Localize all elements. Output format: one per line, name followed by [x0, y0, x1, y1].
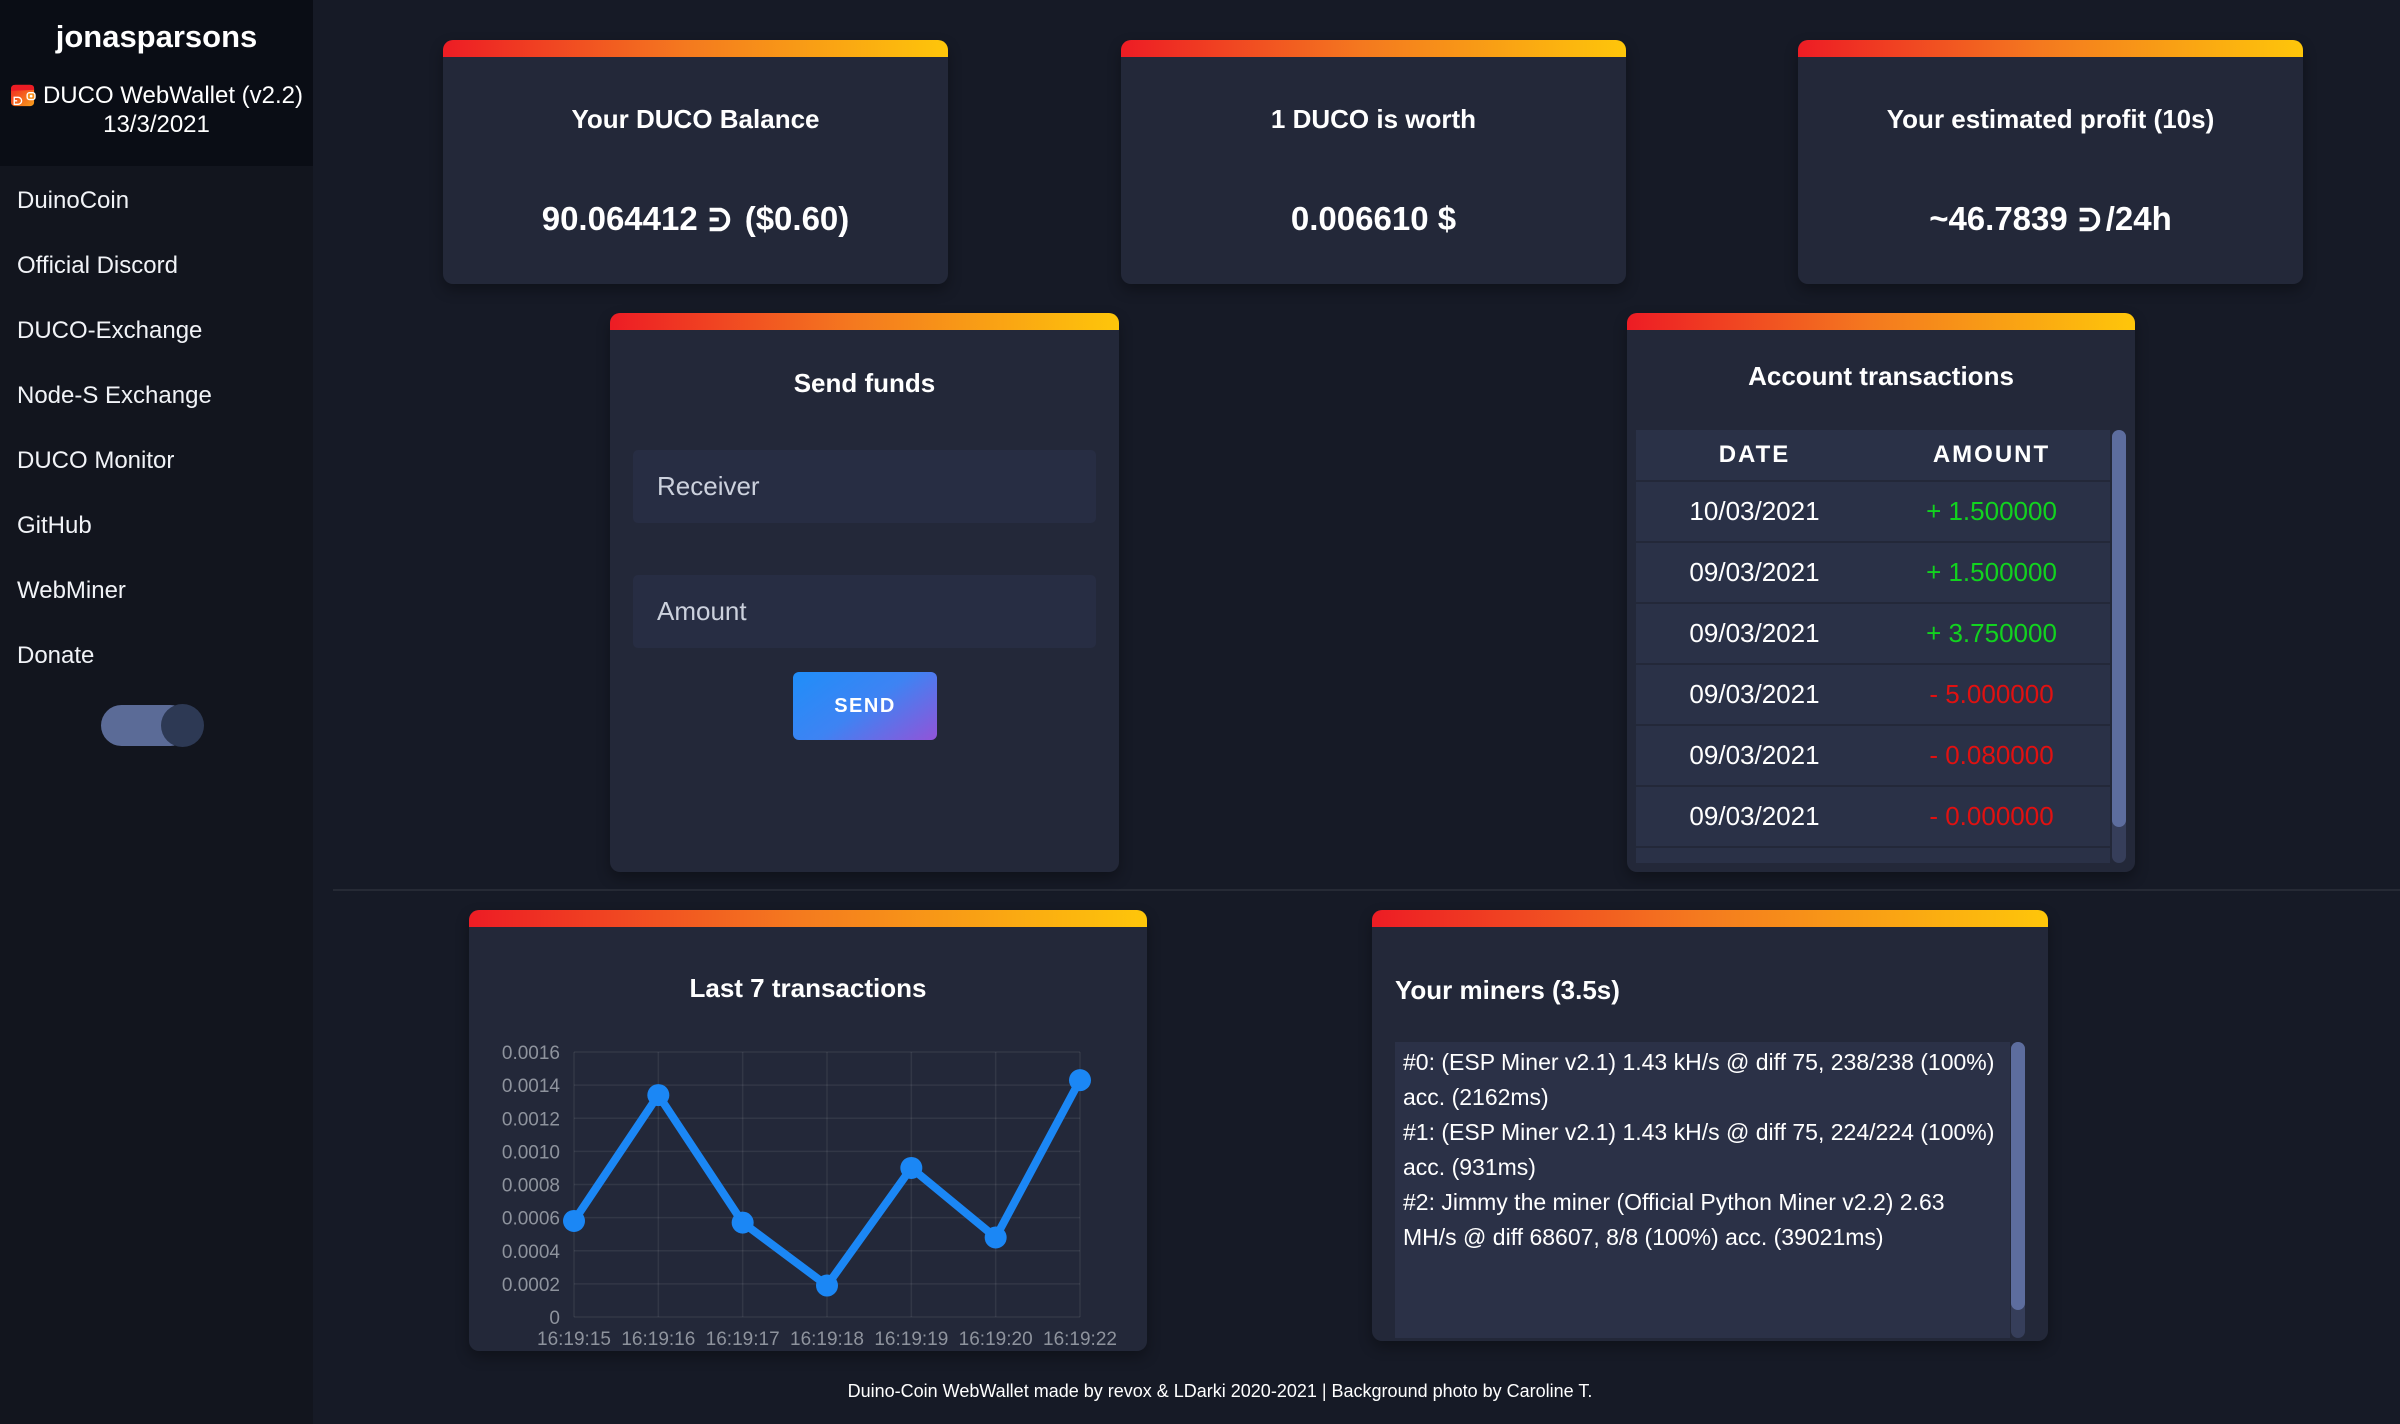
- profit-card-title: Your estimated profit (10s): [1886, 104, 2215, 134]
- transaction-date: 09/03/2021: [1689, 679, 1820, 709]
- username: jonasparsons: [55, 19, 258, 54]
- miner-line: #1: (ESP Miner v2.1) 1.43 kH/s @ diff 75…: [1403, 1119, 1995, 1180]
- sidebar-item[interactable]: DUCO Monitor: [17, 446, 175, 474]
- column-header-amount: AMOUNT: [1932, 441, 2051, 468]
- sidebar: jonasparsons DUC: [0, 0, 313, 1424]
- svg-text:0.0010: 0.0010: [502, 1142, 560, 1163]
- transaction-date: 09/03/2021: [1689, 740, 1820, 770]
- app-date: 13/3/2021: [103, 111, 210, 138]
- card-gradient-bar: [1627, 313, 2135, 330]
- sidebar-item[interactable]: GitHub: [17, 511, 92, 539]
- card-gradient-bar: [1121, 40, 1626, 57]
- sidebar-item[interactable]: Official Discord: [17, 251, 178, 279]
- sidebar-item[interactable]: WebMiner: [17, 576, 126, 604]
- duco-symbol-icon: [2079, 207, 2101, 232]
- transaction-amount: + 1.500000: [1926, 557, 2057, 587]
- transaction-date: 09/03/2021: [1689, 557, 1820, 587]
- sidebar-item[interactable]: DUCO-Exchange: [17, 316, 203, 344]
- sidebar-item[interactable]: Node-S Exchange: [17, 381, 212, 409]
- transaction-amount: + 1.500000: [1926, 496, 2057, 526]
- transaction-row: 09/03/2021 - 0.000000: [1636, 787, 2110, 848]
- svg-text:16:19:22: 16:19:22: [1043, 1329, 1117, 1350]
- transactions-scrollbar[interactable]: [2112, 430, 2126, 863]
- amount-input[interactable]: [633, 575, 1096, 648]
- chart-card: Last 7 transactions 0 0.0002 0.0004 0.0006 0…: [469, 910, 1147, 1351]
- svg-text:0.0016: 0.0016: [502, 1043, 560, 1064]
- send-funds-card: Send funds SEND: [610, 313, 1119, 872]
- dark-mode-toggle[interactable]: [101, 704, 204, 747]
- transaction-row: 09/03/2021 - 0.080000: [1636, 726, 2110, 787]
- transaction-date: 10/03/2021: [1689, 496, 1820, 526]
- svg-text:0.0008: 0.0008: [502, 1176, 560, 1197]
- svg-text:0: 0: [549, 1308, 560, 1329]
- transactions-table: DATE AMOUNT 10/03/2021 + 1.500000 09/03/…: [1636, 430, 2110, 863]
- wallet-icon: [10, 83, 36, 107]
- balance-value: 90.064412 ($0.60): [541, 200, 850, 237]
- section-separator: [333, 889, 2400, 891]
- profit-card: Your estimated profit (10s) ~46.7839/24h: [1798, 40, 2303, 284]
- svg-text:16:19:20: 16:19:20: [959, 1329, 1033, 1350]
- app-brand: DUCO WebWallet (v2.2) 13/3/2021: [0, 81, 313, 139]
- transaction-date: 09/03/2021: [1689, 801, 1820, 831]
- miners-scrollbar[interactable]: [2011, 1042, 2025, 1338]
- transactions-card: Account transactions DATE AMOUNT 10/03/2…: [1627, 313, 2135, 872]
- sidebar-header: jonasparsons DUC: [0, 0, 313, 166]
- transaction-row: 10/03/2021 + 1.500000: [1636, 482, 2110, 543]
- svg-text:0.0002: 0.0002: [502, 1275, 560, 1296]
- transactions-table-body: 10/03/2021 + 1.500000 09/03/2021 + 1.500…: [1636, 482, 2110, 848]
- receiver-input[interactable]: [633, 450, 1096, 523]
- card-gradient-bar: [1372, 910, 2048, 927]
- miners-card: Your miners (3.5s) #0: (ESP Miner v2.1) …: [1372, 910, 2048, 1341]
- transaction-amount: + 3.750000: [1926, 618, 2057, 648]
- svg-text:16:19:17: 16:19:17: [706, 1329, 780, 1350]
- svg-text:0.0012: 0.0012: [502, 1109, 560, 1130]
- price-value: 0.006610 $: [1290, 200, 1457, 237]
- svg-text:16:19:15: 16:19:15: [537, 1329, 611, 1350]
- card-gradient-bar: [1798, 40, 2303, 57]
- miners-scrollbar-thumb[interactable]: [2011, 1042, 2025, 1310]
- profit-value: ~46.7839/24h: [1929, 200, 2172, 237]
- svg-text:16:19:18: 16:19:18: [790, 1329, 864, 1350]
- send-button[interactable]: SEND: [793, 672, 937, 740]
- miner-line: #0: (ESP Miner v2.1) 1.43 kH/s @ diff 75…: [1403, 1049, 1995, 1110]
- miners-wrap: #0: (ESP Miner v2.1) 1.43 kH/s @ diff 75…: [1395, 1042, 2025, 1338]
- duco-symbol-icon: [709, 207, 730, 232]
- transaction-row: 09/03/2021 + 3.750000: [1636, 604, 2110, 665]
- transaction-amount: - 0.080000: [1929, 740, 2054, 770]
- transaction-amount: - 0.000000: [1929, 801, 2054, 831]
- balance-card-title: Your DUCO Balance: [571, 104, 820, 134]
- app-title: DUCO WebWallet (v2.2): [42, 82, 304, 109]
- toggle-knob: [161, 704, 204, 747]
- sidebar-item[interactable]: Donate: [17, 641, 95, 669]
- svg-text:0.0004: 0.0004: [502, 1242, 561, 1263]
- transactions-scrollbar-thumb[interactable]: [2112, 430, 2126, 827]
- svg-text:16:19:19: 16:19:19: [874, 1329, 948, 1350]
- miners-log: #0: (ESP Miner v2.1) 1.43 kH/s @ diff 75…: [1395, 1042, 2010, 1338]
- transaction-row: 09/03/2021 - 5.000000: [1636, 665, 2110, 726]
- transactions-table-wrap: DATE AMOUNT 10/03/2021 + 1.500000 09/03/…: [1636, 430, 2126, 863]
- card-gradient-bar: [610, 313, 1119, 330]
- sidebar-menu: DuinoCoin Official Discord DUCO-Exchange…: [0, 168, 313, 688]
- svg-text:16:19:16: 16:19:16: [621, 1329, 695, 1350]
- transactions-line-chart: 0 0.0002 0.0004 0.0006 0.0008 0.0010 0.0012 0.0…: [502, 1043, 1117, 1350]
- transaction-date: 09/03/2021: [1689, 618, 1820, 648]
- footer-credits: Duino-Coin WebWallet made by revox & LDa…: [847, 1381, 1593, 1401]
- card-gradient-bar: [469, 910, 1147, 927]
- svg-text:0.0006: 0.0006: [502, 1209, 560, 1230]
- miners-title: Your miners (3.5s): [1395, 975, 1620, 1005]
- price-card-title: 1 DUCO is worth: [1270, 104, 1477, 134]
- sidebar-item[interactable]: DuinoCoin: [17, 186, 130, 214]
- transaction-amount: - 5.000000: [1929, 679, 2054, 709]
- miner-line: #2: Jimmy the miner (Official Python Min…: [1403, 1189, 1945, 1250]
- transactions-table-header: DATE AMOUNT: [1636, 430, 2110, 482]
- balance-card: Your DUCO Balance 90.064412 ($0.60): [443, 40, 948, 284]
- transaction-row: 09/03/2021 + 1.500000: [1636, 543, 2110, 604]
- price-card: 1 DUCO is worth 0.006610 $: [1121, 40, 1626, 284]
- transactions-title: Account transactions: [1748, 361, 2014, 391]
- column-header-date: DATE: [1718, 441, 1791, 468]
- card-gradient-bar: [443, 40, 948, 57]
- send-funds-title: Send funds: [793, 368, 936, 398]
- svg-text:0.0014: 0.0014: [502, 1076, 561, 1097]
- chart-title: Last 7 transactions: [689, 973, 927, 1003]
